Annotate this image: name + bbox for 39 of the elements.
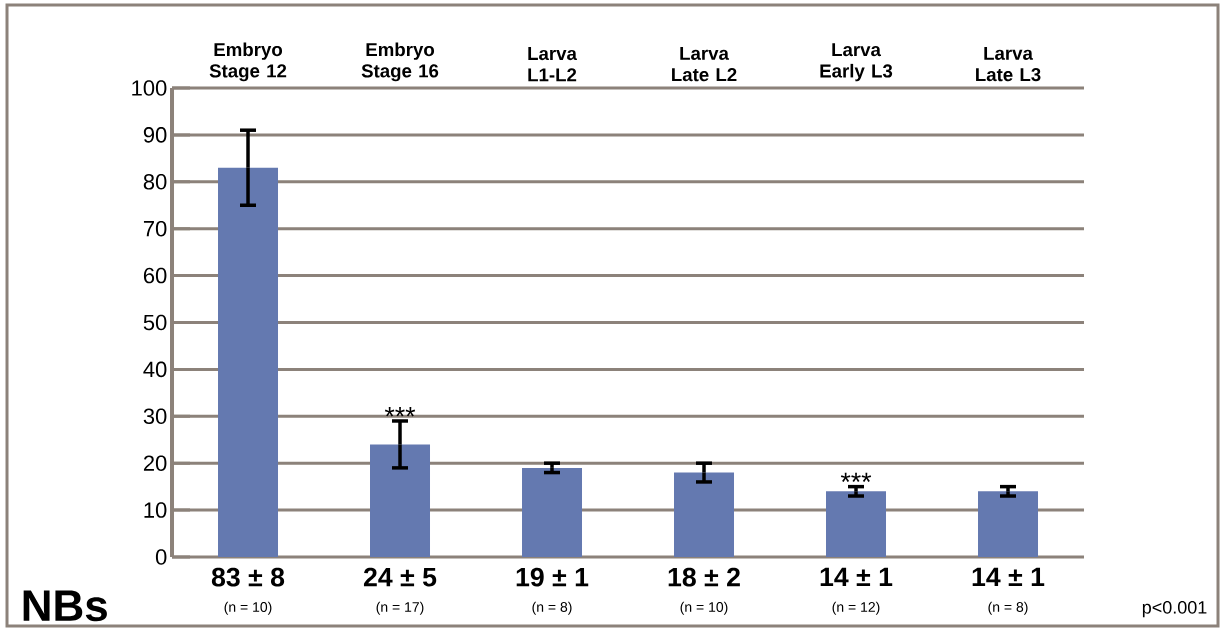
y-tick-label: 0 bbox=[155, 549, 167, 565]
text: (n = 17) bbox=[376, 601, 424, 615]
text: (n = 12) bbox=[832, 601, 880, 615]
text: (n = 8) bbox=[988, 601, 1028, 615]
bar bbox=[218, 167, 279, 557]
x-tick-label: Larva Late L3 bbox=[976, 46, 1041, 82]
x-tick-label: Larva Early L3 bbox=[820, 43, 893, 82]
bar bbox=[674, 472, 735, 557]
text: (n = 8) bbox=[532, 601, 572, 615]
data-label: 14 ± 1 bbox=[972, 567, 1045, 587]
data-label: 14 ± 1 bbox=[820, 567, 893, 587]
data-label: 83 ± 8 bbox=[211, 567, 285, 587]
y-tick-label: 20 bbox=[143, 455, 167, 471]
y-tick-label: 70 bbox=[143, 220, 167, 237]
x-tick-label: Embryo Stage 12 bbox=[209, 42, 287, 82]
text: (n = 10) bbox=[224, 601, 272, 615]
annotation: *** bbox=[384, 407, 416, 417]
y-tick-label: 100 bbox=[132, 80, 167, 96]
bar bbox=[826, 491, 886, 557]
y-axis-title: NBs bbox=[23, 590, 107, 622]
y-tick-label: 80 bbox=[143, 173, 167, 190]
text: (n = 10) bbox=[680, 601, 728, 615]
y-tick-label: 10 bbox=[144, 502, 167, 518]
y-tick-label: 60 bbox=[143, 267, 167, 284]
bar bbox=[370, 444, 431, 557]
data-label: 19 ± 1 bbox=[516, 567, 589, 587]
data-label: 24 ± 5 bbox=[363, 567, 437, 587]
y-tick-label: 50 bbox=[143, 314, 167, 331]
y-tick-label: 30 bbox=[143, 408, 167, 425]
y-tick-label: 90 bbox=[143, 127, 167, 143]
x-tick-label: Larva L1-L2 bbox=[528, 47, 578, 82]
text: p<0.001 bbox=[1142, 600, 1207, 618]
x-tick-label: Larva Late L2 bbox=[672, 46, 737, 82]
bar bbox=[978, 491, 1039, 557]
data-label: 18 ± 2 bbox=[668, 567, 740, 587]
x-tick-label: Embryo Stage 16 bbox=[361, 42, 439, 82]
y-tick-label: 40 bbox=[143, 361, 167, 378]
bar bbox=[522, 467, 583, 557]
annotation: *** bbox=[840, 472, 872, 483]
